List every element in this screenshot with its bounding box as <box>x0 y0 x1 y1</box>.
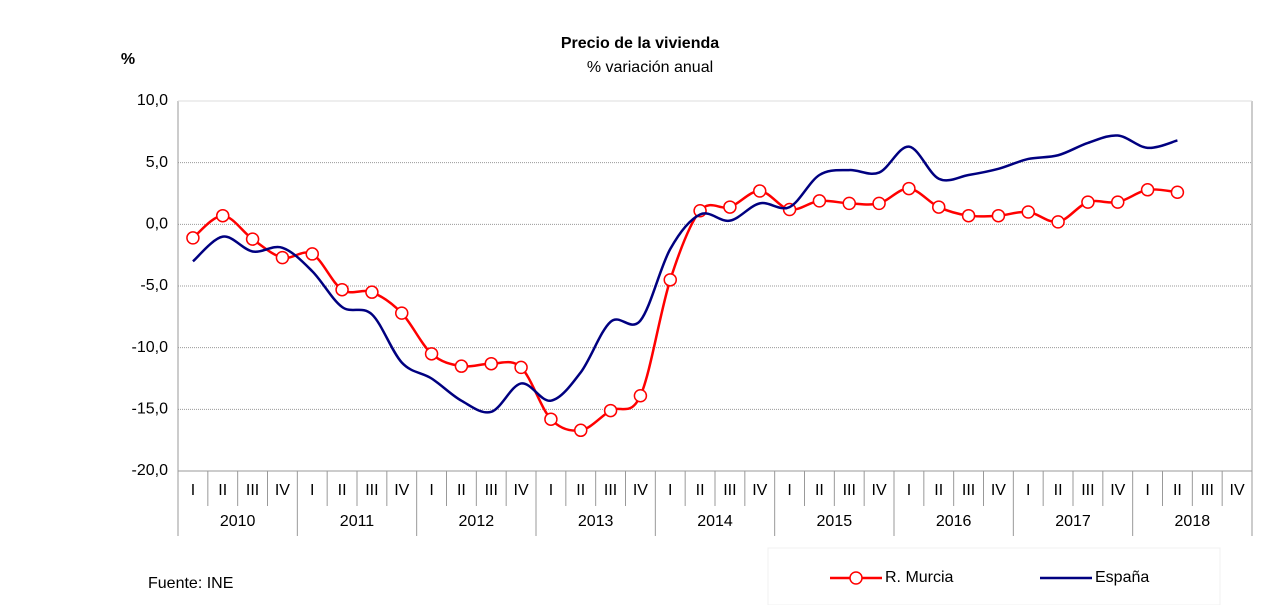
x-tick-label: I <box>668 482 672 499</box>
x-tick-label: III <box>1081 482 1094 499</box>
x-tick-label: III <box>723 482 736 499</box>
y-tick-label: -20,0 <box>132 462 169 479</box>
point <box>872 196 886 211</box>
chart-subtitle: % variación anual <box>587 59 713 76</box>
point <box>245 232 260 246</box>
point <box>454 359 469 373</box>
point <box>574 423 588 438</box>
x-tick-label: II <box>576 482 585 499</box>
point <box>1081 195 1095 209</box>
point <box>424 347 439 361</box>
point <box>753 184 767 198</box>
point <box>305 247 319 261</box>
x-tick-label: III <box>246 482 259 499</box>
year-label: 2011 <box>340 513 375 530</box>
point <box>932 200 946 214</box>
x-tick-label: II <box>1173 482 1182 499</box>
point <box>1051 215 1065 229</box>
point <box>663 273 677 287</box>
y-tick-label: 10,0 <box>137 92 168 109</box>
point <box>514 360 528 375</box>
x-tick-label: II <box>218 482 227 499</box>
x-tick-label: I <box>1026 482 1030 499</box>
point <box>335 282 349 297</box>
x-tick-label: I <box>1145 482 1149 499</box>
x-tick-label: III <box>365 482 378 499</box>
x-tick-label: III <box>962 482 975 499</box>
x-tick-label: I <box>787 482 791 499</box>
x-tick-label: III <box>485 482 498 499</box>
y-tick-label: 5,0 <box>146 154 168 171</box>
x-tick-label: I <box>549 482 553 499</box>
year-label: 2010 <box>220 513 256 530</box>
x-tick-label: I <box>429 482 433 499</box>
x-tick-label: II <box>934 482 943 499</box>
point <box>902 181 916 196</box>
point <box>812 194 827 208</box>
point <box>365 285 379 299</box>
point <box>1140 183 1155 197</box>
x-tick-label: II <box>815 482 824 499</box>
year-label: 2012 <box>459 513 495 530</box>
point <box>275 250 290 265</box>
x-tick-label: IV <box>275 482 290 499</box>
series-line <box>192 187 1178 432</box>
legend-label: R. Murcia <box>885 569 954 586</box>
x-tick-label: III <box>1201 482 1214 499</box>
legend-box <box>767 547 1221 605</box>
point <box>395 306 409 320</box>
year-label: 2015 <box>817 513 853 530</box>
point <box>1170 185 1185 200</box>
x-tick-label: II <box>457 482 466 499</box>
year-label: 2016 <box>936 513 972 530</box>
y-tick-label: 0,0 <box>146 216 168 233</box>
y-tick-label: -5,0 <box>140 277 168 294</box>
x-tick-label: IV <box>872 482 887 499</box>
point <box>633 389 648 403</box>
x-tick-label: II <box>1054 482 1063 499</box>
x-tick-label: IV <box>991 482 1006 499</box>
point <box>961 208 976 223</box>
legend-marker <box>849 571 863 585</box>
x-tick-label: I <box>907 482 911 499</box>
point <box>1021 205 1035 219</box>
point <box>842 196 856 211</box>
point <box>723 200 737 214</box>
point <box>186 231 200 245</box>
series-line <box>192 134 1178 414</box>
y-tick-label: -10,0 <box>132 339 169 356</box>
year-label: 2017 <box>1055 513 1091 530</box>
point <box>216 208 230 223</box>
x-tick-label: II <box>696 482 705 499</box>
x-tick-label: II <box>338 482 347 499</box>
x-tick-label: IV <box>752 482 767 499</box>
point <box>484 356 498 371</box>
x-tick-label: IV <box>633 482 648 499</box>
year-label: 2018 <box>1175 513 1211 530</box>
point <box>603 403 618 418</box>
x-tick-label: IV <box>394 482 409 499</box>
year-label: 2014 <box>697 513 733 530</box>
x-tick-label: IV <box>1230 482 1245 499</box>
chart-title: Precio de la vivienda <box>561 35 719 52</box>
year-label: 2013 <box>578 513 614 530</box>
x-tick-label: III <box>604 482 617 499</box>
x-tick-label: I <box>310 482 314 499</box>
point <box>1111 195 1125 209</box>
x-tick-label: I <box>191 482 195 499</box>
x-tick-label: IV <box>1110 482 1125 499</box>
point <box>991 208 1006 223</box>
y-tick-label: -15,0 <box>132 401 169 418</box>
legend-label: España <box>1095 569 1149 586</box>
x-tick-label: IV <box>514 482 529 499</box>
x-tick-label: III <box>843 482 856 499</box>
source: Fuente: INE <box>148 575 233 592</box>
point <box>544 412 558 426</box>
y-axis-label: % <box>121 51 135 68</box>
